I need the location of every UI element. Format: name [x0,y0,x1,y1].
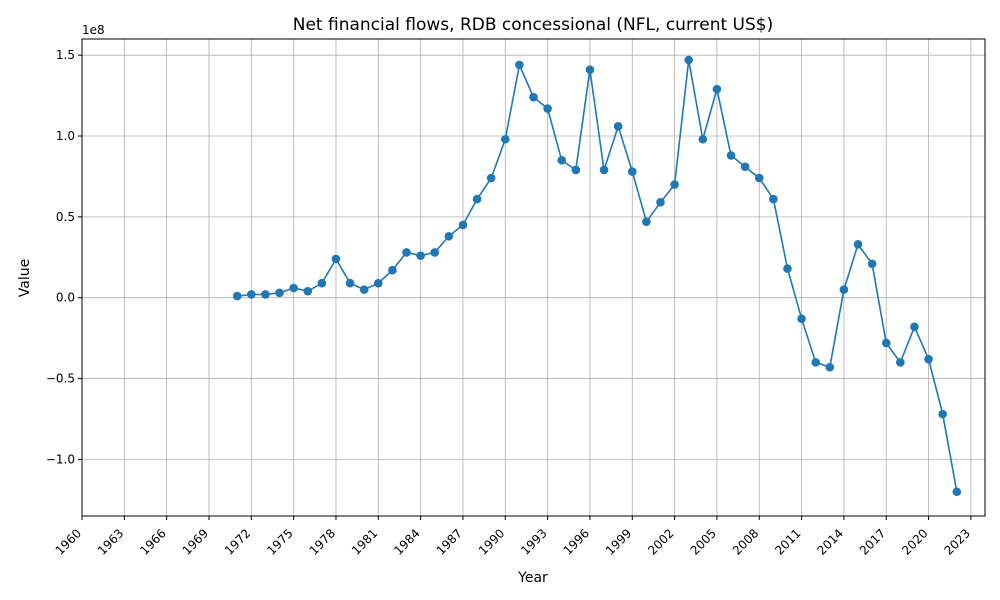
data-point [684,55,694,65]
data-point [458,220,468,230]
y-tick-label: 1.0 [56,129,75,143]
series-layer [232,55,962,497]
y-axis-offset-label: 1e8 [82,23,105,37]
x-tick-label: 2008 [730,526,761,557]
x-tick-label: 1981 [349,526,380,557]
data-point [416,251,425,260]
data-point [712,84,722,94]
x-tick-label: 1969 [180,526,211,557]
y-tick-label: −0.5 [46,372,75,386]
data-point [247,290,256,299]
data-point [515,60,524,70]
x-tick-label: 1996 [561,526,592,557]
data-point [754,173,764,183]
x-tick-label: 1984 [391,526,422,557]
y-tick-label: 0.5 [56,210,75,224]
data-point [839,285,849,294]
data-point [698,134,708,144]
x-tick-label: 2020 [899,526,930,557]
x-tick-label: 1966 [137,526,168,557]
series-line [237,59,958,492]
plot-frame [81,38,986,517]
data-point [232,291,242,301]
data-point [924,354,933,364]
data-point [783,264,792,273]
y-tick-label: 0.0 [56,291,75,305]
data-point [402,248,411,257]
data-point [670,180,679,189]
data-point [345,278,355,288]
x-tick-label: 1975 [264,526,295,557]
data-point [881,338,891,348]
x-tick-label: 1990 [476,526,507,557]
data-point [599,165,609,175]
data-point [261,290,270,299]
x-tick-label: 2005 [688,526,719,557]
x-tick-label: 2017 [857,526,888,557]
data-point [613,122,623,131]
data-point [275,288,284,298]
data-point [726,151,736,160]
axis-ticks: 1960 1963 1966 1969 1972 1975 1978 1981 1984 1987… [46,48,973,558]
x-tick-label: 2002 [645,526,676,557]
x-tick-label: 1972 [222,526,253,557]
data-point [500,134,510,144]
x-tick-label: 1999 [603,526,634,557]
data-point [627,167,637,176]
data-point [529,92,538,102]
data-point [769,194,778,204]
data-point [642,217,651,227]
data-point [867,259,877,269]
data-point [373,278,383,288]
x-tick-label: 1993 [518,526,549,557]
data-point [331,254,341,264]
y-tick-label: 1.5 [56,48,75,62]
data-point [797,314,806,324]
data-point [430,248,440,257]
data-point [910,322,919,332]
data-point [289,283,298,293]
x-tick-label: 1960 [53,526,84,557]
data-point [825,362,835,372]
data-point [585,65,595,75]
data-point [740,162,750,172]
data-point [317,278,327,288]
x-tick-label: 1978 [307,526,338,557]
chart-title: Net financial flows, RDB concessional (N… [293,15,773,35]
grid-lines [81,39,985,516]
data-point [656,198,665,207]
y-axis-label: Value [17,259,33,297]
data-point [388,265,397,275]
data-point [938,409,947,419]
data-point [952,487,962,497]
data-point [472,194,482,204]
data-point [486,173,496,183]
x-tick-label: 2023 [942,526,973,557]
data-point [571,165,581,175]
data-point [557,155,567,165]
data-point [444,231,454,241]
data-point [811,358,820,367]
data-point [359,285,369,294]
x-axis-label: Year [517,570,548,586]
data-point [543,104,552,113]
x-tick-label: 1987 [434,526,465,557]
data-point [303,286,313,296]
y-tick-label: −1.0 [46,452,75,466]
x-tick-label: 1963 [95,526,126,557]
data-point [853,240,863,249]
x-tick-label: 2011 [772,526,803,557]
x-tick-label: 2014 [815,526,846,557]
data-point [896,358,905,367]
